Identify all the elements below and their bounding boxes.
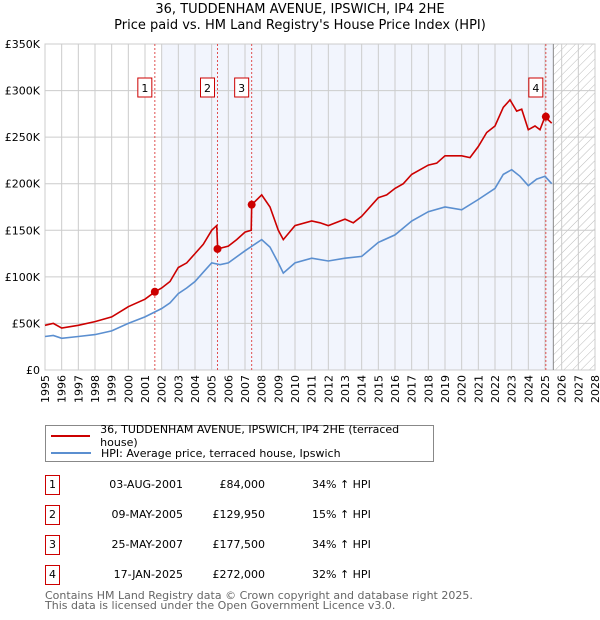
legend-item-property: 36, TUDDENHAM AVENUE, IPSWICH, IP4 2HE (… <box>46 423 433 449</box>
sale-label-box <box>234 77 250 98</box>
x-tick-label: 2003 <box>172 375 185 403</box>
x-tick-label: 2022 <box>489 375 502 403</box>
y-tick-label: £50K <box>12 317 41 330</box>
sale-label: 4 <box>532 82 539 95</box>
x-tick-label: 2008 <box>256 375 269 403</box>
sale-price: £84,000 <box>219 478 266 491</box>
hpi-series-line <box>44 168 553 340</box>
sale-point <box>150 287 159 296</box>
sale-point <box>247 200 256 209</box>
x-tick-label: 2026 <box>556 375 569 403</box>
sale-hpi: 15% ↑ HPI <box>312 508 371 521</box>
x-tick-label: 1997 <box>72 375 85 403</box>
x-tick-label: 1999 <box>106 375 119 403</box>
x-tick-label: 2004 <box>189 375 202 403</box>
x-tick-label: 2009 <box>272 375 285 403</box>
table-row: 3 25-MAY-2007 £177,500 34% ↑ HPI <box>45 535 445 555</box>
x-tick-label: 2000 <box>122 375 135 403</box>
legend-label: HPI: Average price, terraced house, Ipsw… <box>101 446 341 460</box>
sale-price: £272,000 <box>212 568 266 581</box>
sale-date: 09-MAY-2005 <box>111 508 183 521</box>
x-tick-label: 2017 <box>406 375 419 403</box>
sale-point <box>213 244 222 253</box>
y-tick-label: £350K <box>5 38 41 51</box>
y-tick-label: £250K <box>5 131 41 144</box>
sale-point <box>541 112 550 121</box>
x-tick-label: 2016 <box>389 375 402 403</box>
table-row: 2 09-MAY-2005 £129,950 15% ↑ HPI <box>45 505 445 525</box>
sale-label: 2 <box>204 82 211 95</box>
chart-title: 36, TUDDENHAM AVENUE, IPSWICH, IP4 2HE <box>155 2 445 17</box>
x-tick-label: 2002 <box>156 375 169 403</box>
x-tick-label: 2021 <box>472 375 485 403</box>
table-row: 1 03-AUG-2001 £84,000 34% ↑ HPI <box>45 475 445 495</box>
sale-price: £177,500 <box>212 538 266 551</box>
y-tick-label: £300K <box>5 85 41 98</box>
sale-date: 25-MAY-2007 <box>111 538 183 551</box>
legend-swatch <box>51 452 91 454</box>
x-tick-label: 2019 <box>439 375 452 403</box>
property-series-line <box>44 98 553 329</box>
x-tick-label: 2020 <box>456 375 469 403</box>
legend-swatch <box>51 435 91 437</box>
x-tick-label: 2013 <box>339 375 352 403</box>
x-tick-label: 2011 <box>306 375 319 403</box>
y-tick-label: £150K <box>5 224 41 237</box>
x-tick-label: 2024 <box>522 375 535 403</box>
x-tick-label: 2027 <box>572 375 585 403</box>
legend: 36, TUDDENHAM AVENUE, IPSWICH, IP4 2HE (… <box>45 423 434 462</box>
price-chart: 1995 1996 1997 1998 1999 2000 2001 2002 2003 2004… <box>5 38 600 403</box>
y-tick-label: £0 <box>26 364 40 377</box>
sale-price: £129,950 <box>212 508 266 521</box>
x-tick-label: 2025 <box>539 375 552 403</box>
sale-label-box <box>200 77 215 98</box>
sale-number: 3 <box>45 535 60 555</box>
chart-subtitle: Price paid vs. HM Land Registry's House … <box>114 18 486 33</box>
sale-number: 2 <box>45 505 60 525</box>
shaded-region <box>161 44 554 370</box>
x-tick-label: 2028 <box>589 375 600 403</box>
x-tick-label: 2023 <box>506 375 519 403</box>
x-tick-label: 1996 <box>56 375 69 403</box>
x-tick-label: 2007 <box>239 375 252 403</box>
x-tick-label: 2015 <box>372 375 385 403</box>
sale-hpi: 32% ↑ HPI <box>312 568 371 581</box>
sale-number: 1 <box>45 475 60 495</box>
sale-hpi: 34% ↑ HPI <box>312 478 371 491</box>
sale-date: 17-JAN-2025 <box>113 568 183 581</box>
footer-licence: This data is licensed under the Open Gov… <box>45 599 396 612</box>
y-tick-label: £200K <box>5 178 41 191</box>
legend-label: 36, TUDDENHAM AVENUE, IPSWICH, IP4 2HE (… <box>100 423 400 449</box>
sale-number: 4 <box>45 565 60 585</box>
sale-label: 1 <box>141 82 148 95</box>
x-tick-label: 2012 <box>322 375 335 403</box>
legend-item-hpi: HPI: Average price, terraced house, Ipsw… <box>46 445 341 461</box>
x-tick-label: 1995 <box>39 375 52 403</box>
plot-border <box>44 43 596 371</box>
x-tick-label: 2018 <box>422 375 435 403</box>
sale-label: 3 <box>238 82 245 95</box>
x-tick-label: 1998 <box>89 375 102 403</box>
x-tick-label: 2010 <box>289 375 302 403</box>
x-tick-label: 2001 <box>139 375 152 403</box>
x-tick-label: 2005 <box>206 375 219 403</box>
table-row: 4 17-JAN-2025 £272,000 32% ↑ HPI <box>45 565 445 585</box>
x-tick-label: 2014 <box>356 375 369 403</box>
sale-label-box <box>528 77 544 98</box>
forecast-hatch <box>553 44 595 370</box>
sale-label-box <box>137 77 153 98</box>
sale-date: 03-AUG-2001 <box>109 478 183 491</box>
sale-hpi: 34% ↑ HPI <box>312 538 371 551</box>
y-tick-label: £100K <box>5 271 41 284</box>
footer-copyright: Contains HM Land Registry data © Crown c… <box>45 589 473 602</box>
x-tick-label: 2006 <box>222 375 235 403</box>
